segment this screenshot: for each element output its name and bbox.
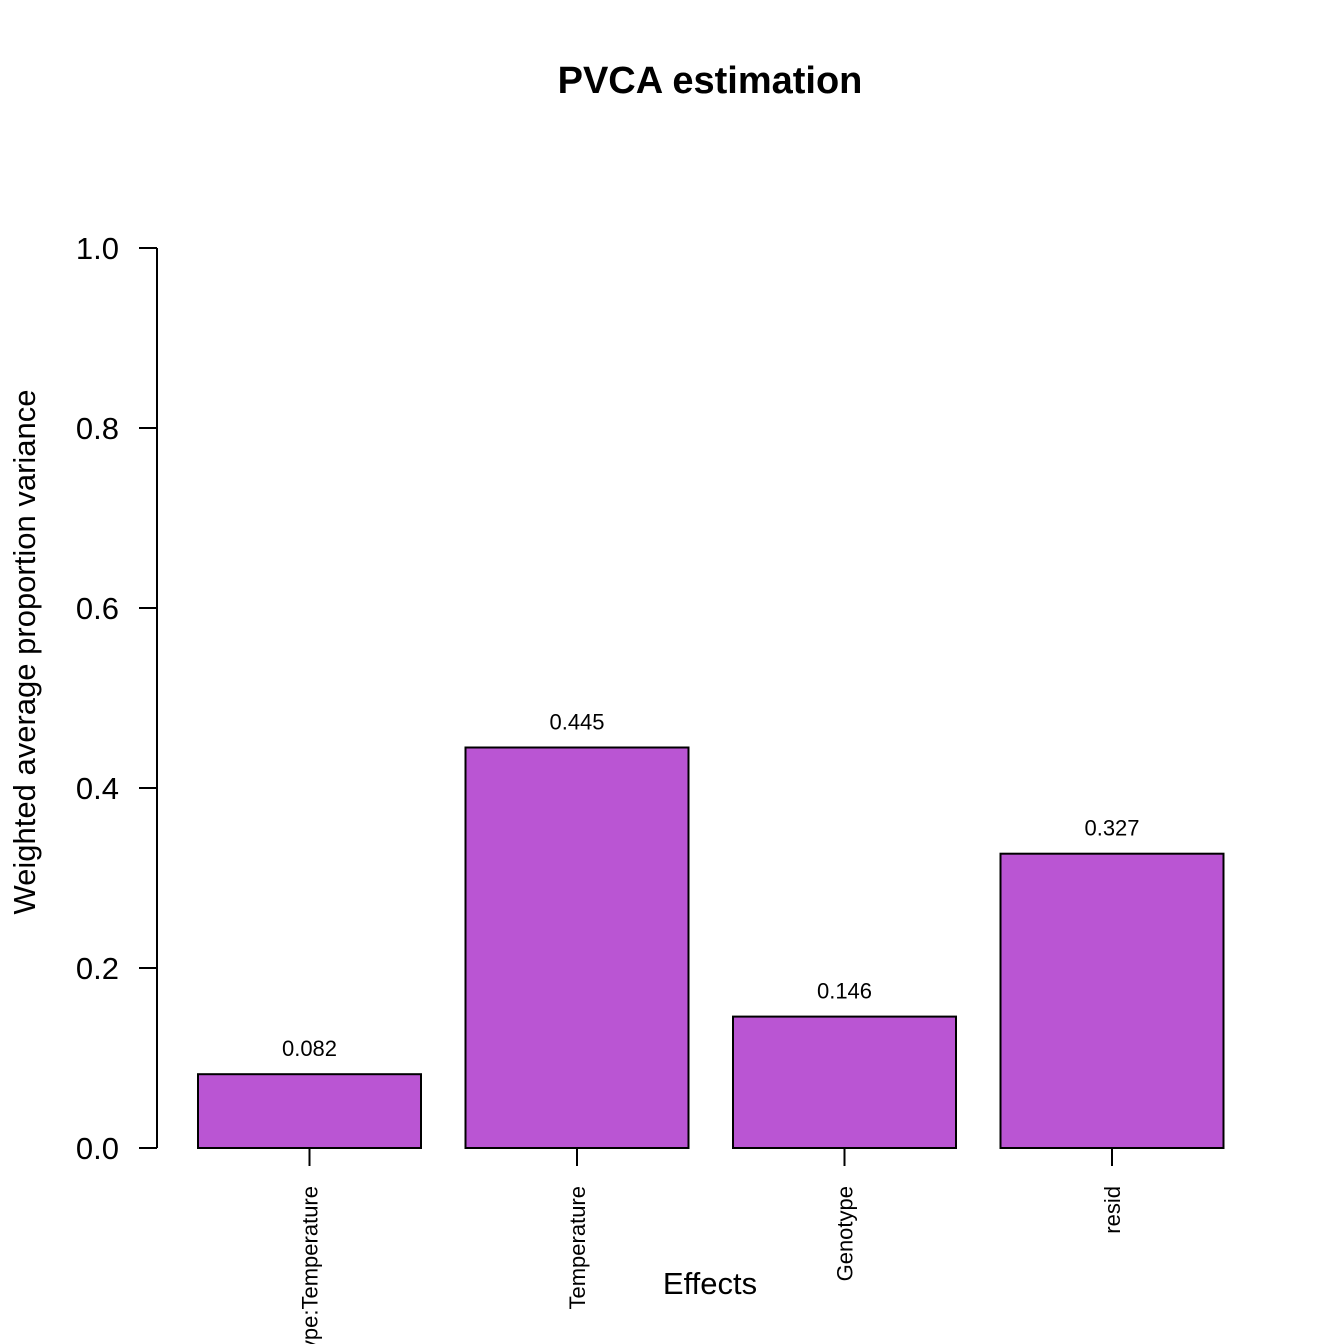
- bar: [464, 746, 690, 1149]
- x-tick-label: resid: [1100, 1186, 1125, 1234]
- bar-value-label: 0.082: [282, 1036, 337, 1061]
- bar-value-label: 0.146: [817, 979, 872, 1004]
- bar: [732, 1015, 957, 1149]
- x-tick-label: Genotype: [833, 1186, 858, 1281]
- bar-value-label: 0.327: [1084, 816, 1139, 841]
- y-tick-label: 0.6: [76, 591, 119, 626]
- y-tick-label: 0.0: [76, 1131, 119, 1166]
- y-tick-label: 1.0: [76, 231, 119, 266]
- y-tick-label: 0.4: [76, 771, 119, 806]
- y-tick-label: 0.8: [76, 411, 119, 446]
- x-axis: Genotype:Temperature Temperature Genotype r…: [298, 1148, 1125, 1344]
- bar: [999, 852, 1225, 1149]
- bar-value-label: 0.445: [549, 710, 604, 735]
- y-axis: 0.0 0.2 0.4 0.6 0.8 1.0: [76, 231, 158, 1166]
- y-axis-label: Weighted average proportion variance: [7, 389, 42, 914]
- x-axis-label: Effects: [663, 1266, 757, 1301]
- y-tick-label: 0.2: [76, 951, 119, 986]
- bars: 0.082 0.445 0.146 0.327: [197, 710, 1225, 1149]
- bar: [197, 1073, 422, 1149]
- chart-title: PVCA estimation: [558, 60, 863, 102]
- x-tick-label: Temperature: [565, 1186, 590, 1310]
- x-tick-label: Genotype:Temperature: [298, 1186, 323, 1344]
